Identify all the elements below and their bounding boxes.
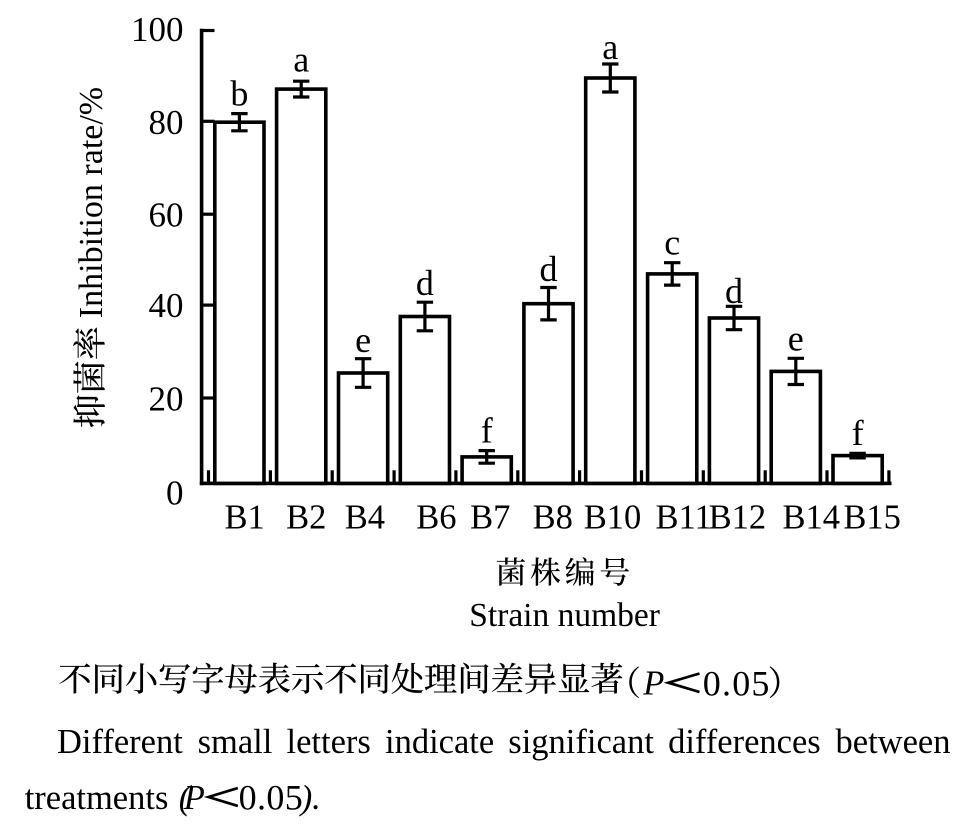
svg-text:Strain number: Strain number [469,597,660,634]
svg-text:a: a [293,40,309,80]
svg-text:indicate: indicate [385,723,494,761]
svg-text:d: d [725,271,743,311]
svg-text:P: P [642,665,664,703]
svg-text:B8: B8 [533,499,573,537]
svg-text:differences: differences [668,723,821,761]
svg-text:100: 100 [131,10,184,49]
svg-text:(: ( [179,779,193,817]
svg-text:B14: B14 [783,499,841,537]
svg-text:B1: B1 [224,499,264,537]
svg-text:f: f [481,411,493,451]
svg-text:B7: B7 [470,499,510,537]
svg-text:B11: B11 [655,499,711,537]
svg-text:e: e [355,320,371,360]
svg-text:P: P [183,779,205,817]
svg-text:B12: B12 [709,499,767,537]
svg-text:B6: B6 [416,499,456,537]
svg-text:d: d [416,263,434,303]
svg-text:b: b [230,74,248,114]
svg-text:small: small [198,723,273,761]
svg-text:c: c [664,223,680,263]
svg-text:letters: letters [287,723,371,761]
svg-text:treatments: treatments [25,779,169,817]
svg-text:significant: significant [508,723,654,761]
svg-text:B2: B2 [286,499,326,537]
svg-text:80: 80 [149,103,184,142]
svg-text:).: ). [299,779,321,817]
svg-text:0: 0 [166,473,184,512]
svg-text:between: between [836,723,951,761]
svg-text:0.05: 0.05 [703,663,771,703]
svg-text:f: f [852,413,864,453]
svg-text:a: a [602,27,618,67]
svg-text:40: 40 [149,286,184,325]
svg-text:Inhibition rate/%: Inhibition rate/% [73,87,110,318]
svg-text:60: 60 [149,196,184,235]
svg-text:B15: B15 [843,499,901,537]
svg-text:B4: B4 [345,499,385,537]
svg-text:d: d [540,249,558,289]
svg-text:Different: Different [57,723,183,761]
svg-text:e: e [788,318,804,358]
svg-text:B10: B10 [584,499,642,537]
svg-text:20: 20 [149,379,184,418]
svg-text:0.05: 0.05 [239,777,304,817]
